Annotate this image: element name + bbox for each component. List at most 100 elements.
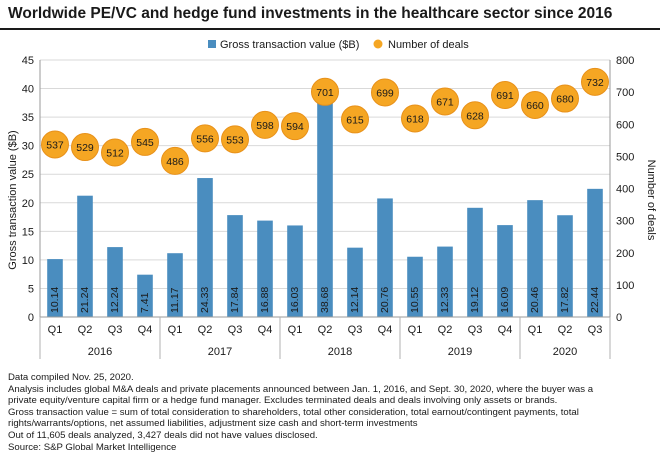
deal-bubble-label: 594 (286, 121, 304, 133)
footnote-line: Data compiled Nov. 25, 2020. (8, 372, 134, 383)
y2-tick-label: 800 (616, 55, 634, 67)
bar-value-label: 12.33 (439, 287, 451, 313)
bar-value-label: 17.84 (229, 287, 241, 313)
bar-value-label: 21.24 (79, 287, 91, 313)
bar-value-label: 16.03 (289, 287, 301, 313)
x-tick-label: Q4 (498, 324, 513, 336)
legend-swatch-bubble (373, 39, 383, 49)
footnote-line: private equity/venture capital firm or a… (8, 395, 558, 407)
deal-bubble-label: 691 (496, 90, 514, 102)
x-tick-label: Q1 (168, 324, 183, 336)
bar (257, 220, 273, 317)
bar (227, 215, 243, 317)
deal-bubble (131, 127, 159, 156)
bar-value-label: 10.55 (409, 287, 421, 313)
deal-bubble (551, 84, 579, 113)
deal-bubble (581, 67, 609, 96)
deal-bubble-label: 671 (436, 96, 454, 108)
bar (287, 225, 303, 317)
x-tick-label: Q2 (198, 324, 213, 336)
y-tick-label: 15 (22, 226, 34, 238)
deal-bubble (371, 78, 399, 107)
deal-bubble (41, 130, 69, 159)
deal-bubble (521, 90, 549, 119)
deal-bubble-label: 615 (346, 114, 364, 126)
deal-bubble (341, 105, 369, 134)
year-label: 2020 (553, 346, 577, 358)
chart-title: Worldwide PE/VC and hedge fund investmen… (8, 5, 613, 22)
y2-tick-label: 700 (616, 87, 634, 99)
year-label: 2018 (328, 346, 352, 358)
deal-bubble-label: 545 (136, 137, 154, 149)
x-tick-label: Q2 (558, 324, 573, 336)
x-tick-label: Q3 (108, 324, 123, 336)
bar-value-label: 17.82 (559, 287, 571, 313)
x-tick-label: Q3 (588, 324, 603, 336)
x-tick-label: Q1 (288, 324, 303, 336)
y-tick-label: 10 (22, 255, 34, 267)
bar-value-label: 16.88 (259, 287, 271, 313)
x-tick-label: Q3 (228, 324, 243, 336)
bar (77, 195, 93, 317)
bar (497, 225, 513, 317)
deal-bubble (491, 81, 519, 110)
bar (317, 96, 333, 317)
y-tick-label: 45 (22, 55, 34, 67)
deal-bubble-label: 553 (226, 134, 244, 146)
bar-value-label: 19.12 (469, 287, 481, 313)
bar (557, 215, 573, 317)
footnote-line: Gross transaction value = sum of total c… (8, 406, 579, 418)
deal-bubble-label: 618 (406, 113, 424, 125)
legend-label-bar: Gross transaction value ($B) (220, 39, 359, 51)
y2-tick-label: 300 (616, 216, 634, 228)
deal-bubble-label: 512 (106, 148, 124, 160)
bar-value-label: 20.46 (529, 287, 541, 313)
y2-tick-label: 400 (616, 184, 634, 196)
x-tick-label: Q4 (258, 324, 273, 336)
deal-bubble (401, 104, 429, 133)
deal-bubble-label: 537 (46, 139, 64, 151)
deal-bubble-label: 486 (166, 156, 184, 168)
bar-value-label: 38.68 (319, 287, 331, 313)
bar (437, 246, 453, 317)
deal-bubble (191, 124, 219, 153)
bar (47, 259, 63, 317)
deal-bubble (221, 125, 249, 154)
bar (407, 256, 423, 317)
bar (347, 247, 363, 317)
x-tick-label: Q4 (378, 324, 393, 336)
bar-value-label: 24.33 (199, 287, 211, 313)
y-axis-label: Gross transaction value ($B) (7, 130, 19, 269)
footnote-line: Out of 11,605 deals analyzed, 3,427 deal… (8, 429, 318, 441)
deal-bubble-label: 529 (76, 142, 94, 154)
bar (467, 207, 483, 317)
deal-bubble (431, 87, 459, 116)
deal-bubble (71, 133, 99, 162)
year-label: 2017 (208, 346, 232, 358)
bar-value-label: 7.41 (139, 292, 151, 313)
bar-value-label: 10.14 (49, 287, 61, 313)
bar-value-label: 12.24 (109, 287, 121, 313)
footnotes: Data compiled Nov. 25, 2020. Analysis in… (8, 372, 656, 453)
year-label: 2016 (88, 346, 112, 358)
y-tick-label: 40 (22, 84, 34, 96)
bubble-series: 537 529 512 545 486 556 553 598 594 701 615 699 618 6… (41, 67, 609, 175)
bar (527, 200, 543, 317)
y2-tick-label: 500 (616, 151, 634, 163)
y-tick-label: 30 (22, 141, 34, 153)
bar (137, 274, 153, 317)
deal-bubble (311, 77, 339, 106)
x-tick-label: Q2 (318, 324, 333, 336)
legend: Gross transaction value ($B) Number of d… (208, 39, 469, 51)
x-tick-label: Q1 (48, 324, 63, 336)
y-tick-label: 35 (22, 112, 34, 124)
title-rule (0, 28, 660, 30)
deal-bubble-label: 680 (556, 94, 574, 106)
y2-tick-label: 600 (616, 119, 634, 131)
deal-bubble (251, 110, 279, 139)
y2-tick-label: 0 (616, 312, 622, 324)
legend-swatch-bar (208, 40, 216, 48)
deal-bubble-label: 598 (256, 120, 274, 132)
x-tick-label: Q2 (438, 324, 453, 336)
deal-bubble (461, 101, 489, 130)
